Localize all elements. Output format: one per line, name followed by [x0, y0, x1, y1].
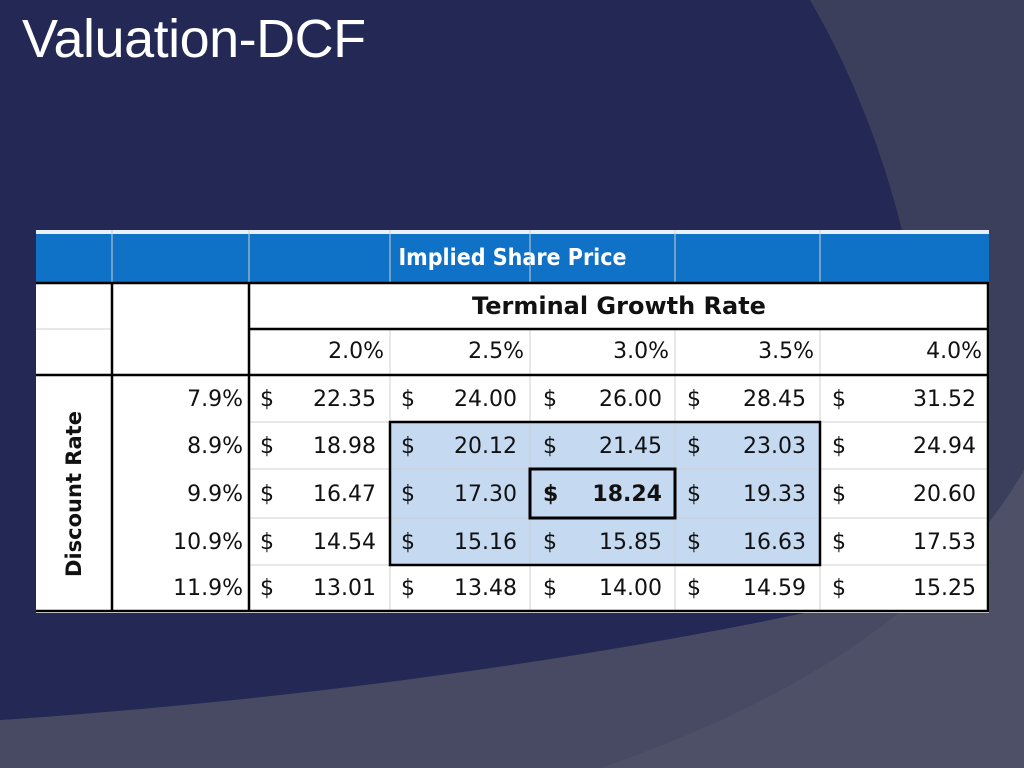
price-cell: 16.63 — [743, 530, 806, 555]
discount-rate-row-2: 8.9% — [187, 434, 243, 459]
dollar-sign: $ — [687, 530, 701, 555]
discount-rate-row-5: 11.9% — [173, 576, 243, 601]
dollar-sign: $ — [260, 482, 274, 507]
dollar-sign: $ — [260, 530, 274, 555]
growth-rate-col-1: 2.0% — [328, 339, 384, 364]
table-grid — [36, 230, 989, 613]
dollar-sign: $ — [260, 434, 274, 459]
price-cell: 15.85 — [599, 530, 662, 555]
dollar-sign: $ — [687, 482, 701, 507]
growth-rate-col-4: 3.5% — [758, 339, 814, 364]
price-cell: 24.00 — [454, 387, 517, 412]
price-cell: 23.03 — [743, 434, 806, 459]
price-cell: 20.60 — [913, 482, 976, 507]
price-cell: 13.01 — [313, 576, 376, 601]
dollar-sign: $ — [543, 530, 557, 555]
dollar-sign: $ — [543, 387, 557, 412]
table-banner: Implied Share Price — [36, 230, 989, 282]
price-cell: 18.98 — [313, 434, 376, 459]
dollar-sign: $ — [832, 482, 846, 507]
dollar-sign: $ — [832, 576, 846, 601]
dollar-sign: $ — [401, 387, 415, 412]
price-cell: 20.12 — [454, 434, 517, 459]
dollar-sign: $ — [543, 576, 557, 601]
price-cell: 14.59 — [743, 576, 806, 601]
discount-rate-row-4: 10.9% — [173, 530, 243, 555]
slide-title: Valuation-DCF — [22, 9, 366, 69]
discount-rate-header: Discount Rate — [36, 375, 112, 612]
growth-rate-col-3: 3.0% — [613, 339, 669, 364]
price-cell: 17.30 — [454, 482, 517, 507]
dollar-sign: $ — [832, 530, 846, 555]
price-cell: 21.45 — [599, 434, 662, 459]
dollar-sign: $ — [260, 576, 274, 601]
price-cell: 26.00 — [599, 387, 662, 412]
price-cell: 24.94 — [913, 434, 976, 459]
price-cell: 15.16 — [454, 530, 517, 555]
price-cell: 15.25 — [913, 576, 976, 601]
price-cell: 28.45 — [743, 387, 806, 412]
dollar-sign: $ — [687, 576, 701, 601]
discount-rate-label: Discount Rate — [62, 410, 87, 577]
price-cell: 14.00 — [599, 576, 662, 601]
sensitivity-table: Implied Share Price — [36, 230, 989, 613]
price-cell: 19.33 — [743, 482, 806, 507]
price-cell: 13.48 — [454, 576, 517, 601]
dollar-sign: $ — [401, 576, 415, 601]
terminal-growth-rate-header: Terminal Growth Rate — [472, 291, 766, 320]
dollar-sign: $ — [832, 434, 846, 459]
price-cell: 31.52 — [913, 387, 976, 412]
dollar-sign-base-case: $ — [543, 482, 559, 507]
dollar-sign: $ — [401, 434, 415, 459]
price-cell: 14.54 — [313, 530, 376, 555]
discount-rate-row-3: 9.9% — [187, 482, 243, 507]
price-cell: 22.35 — [313, 387, 376, 412]
base-case-price: 18.24 — [592, 482, 662, 507]
discount-rate-row-1: 7.9% — [187, 387, 243, 412]
growth-rate-col-5: 4.0% — [926, 339, 982, 364]
dollar-sign: $ — [401, 530, 415, 555]
dollar-sign: $ — [832, 387, 846, 412]
dollar-sign: $ — [401, 482, 415, 507]
highlight-region — [390, 422, 820, 565]
dollar-sign: $ — [687, 434, 701, 459]
dollar-sign: $ — [687, 387, 701, 412]
price-cell: 16.47 — [313, 482, 376, 507]
price-cell: 17.53 — [913, 530, 976, 555]
growth-rate-col-2: 2.5% — [468, 339, 524, 364]
dollar-sign: $ — [543, 434, 557, 459]
dollar-sign: $ — [260, 387, 274, 412]
